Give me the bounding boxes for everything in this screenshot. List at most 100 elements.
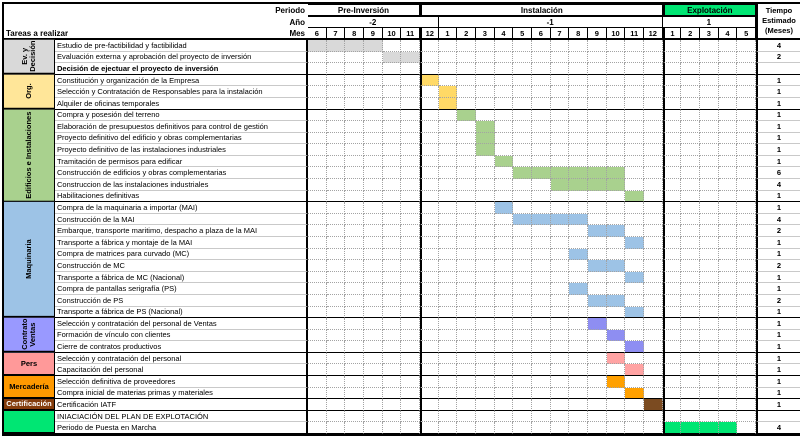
gantt-cell[interactable] <box>550 318 570 330</box>
gantt-cell[interactable] <box>438 121 458 133</box>
gantt-cell[interactable] <box>662 236 682 249</box>
gantt-cell[interactable] <box>363 364 383 377</box>
gantt-cell[interactable] <box>587 179 607 191</box>
gantt-cell[interactable] <box>326 109 346 122</box>
gantt-cell[interactable] <box>531 271 551 284</box>
gantt-cell[interactable] <box>382 318 402 330</box>
gantt-cell[interactable] <box>419 144 439 156</box>
gantt-cell[interactable] <box>326 132 346 145</box>
tiempo-cell[interactable]: 1 <box>755 364 800 377</box>
gantt-cell[interactable] <box>550 86 570 98</box>
gantt-cell[interactable] <box>438 399 458 411</box>
gantt-cell[interactable] <box>401 74 420 87</box>
tiempo-cell[interactable]: 1 <box>755 109 800 122</box>
gantt-cell[interactable] <box>308 132 327 145</box>
gantt-cell[interactable] <box>625 422 644 434</box>
gantt-cell[interactable] <box>419 155 439 168</box>
gantt-cell[interactable] <box>587 364 607 377</box>
gantt-cell[interactable] <box>569 190 588 203</box>
gantt-cell[interactable] <box>475 364 495 377</box>
gantt-cell[interactable] <box>625 213 644 226</box>
gantt-cell[interactable] <box>419 329 439 342</box>
gantt-cell[interactable] <box>345 248 364 261</box>
gantt-cell[interactable] <box>326 410 346 423</box>
gantt-cell[interactable] <box>643 260 663 272</box>
gantt-cell[interactable] <box>401 190 420 203</box>
gantt-cell[interactable] <box>681 260 700 272</box>
gantt-cell[interactable] <box>681 248 700 261</box>
gantt-cell[interactable] <box>513 97 532 110</box>
gantt-cell[interactable] <box>308 294 327 307</box>
gantt-cell[interactable] <box>326 306 346 319</box>
gantt-cell[interactable] <box>326 341 346 353</box>
gantt-cell[interactable] <box>681 155 700 168</box>
gantt-cell[interactable] <box>718 236 738 249</box>
gantt-cell[interactable] <box>531 318 551 330</box>
gantt-cell[interactable] <box>457 410 476 423</box>
gantt-cell[interactable] <box>587 260 607 272</box>
gantt-cell[interactable] <box>718 283 738 295</box>
tiempo-cell[interactable]: 4 <box>755 40 800 52</box>
gantt-cell[interactable] <box>531 225 551 237</box>
gantt-cell[interactable] <box>662 179 682 191</box>
gantt-cell[interactable] <box>643 341 663 353</box>
gantt-cell[interactable] <box>308 260 327 272</box>
gantt-cell[interactable] <box>699 422 719 434</box>
gantt-cell[interactable] <box>681 364 700 377</box>
gantt-cell[interactable] <box>606 260 626 272</box>
gantt-cell[interactable] <box>550 167 570 180</box>
gantt-cell[interactable] <box>475 86 495 98</box>
gantt-cell[interactable] <box>625 179 644 191</box>
gantt-cell[interactable] <box>718 294 738 307</box>
gantt-cell[interactable] <box>382 202 402 214</box>
gantt-cell[interactable] <box>382 387 402 400</box>
gantt-cell[interactable] <box>737 155 756 168</box>
gantt-cell[interactable] <box>475 190 495 203</box>
gantt-cell[interactable] <box>457 109 476 122</box>
gantt-cell[interactable] <box>625 167 644 180</box>
gantt-cell[interactable] <box>308 225 327 237</box>
gantt-cell[interactable] <box>326 283 346 295</box>
gantt-cell[interactable] <box>625 294 644 307</box>
gantt-cell[interactable] <box>550 352 570 365</box>
gantt-cell[interactable] <box>718 121 738 133</box>
gantt-cell[interactable] <box>587 271 607 284</box>
gantt-cell[interactable] <box>513 306 532 319</box>
gantt-cell[interactable] <box>513 51 532 64</box>
gantt-cell[interactable] <box>401 109 420 122</box>
gantt-cell[interactable] <box>419 51 439 64</box>
gantt-cell[interactable] <box>625 283 644 295</box>
gantt-cell[interactable] <box>494 352 514 365</box>
gantt-cell[interactable] <box>718 271 738 284</box>
gantt-cell[interactable] <box>531 422 551 434</box>
gantt-cell[interactable] <box>587 410 607 423</box>
gantt-cell[interactable] <box>326 260 346 272</box>
gantt-cell[interactable] <box>326 144 346 156</box>
gantt-cell[interactable] <box>345 294 364 307</box>
gantt-cell[interactable] <box>494 51 514 64</box>
gantt-cell[interactable] <box>494 97 514 110</box>
gantt-cell[interactable] <box>475 410 495 423</box>
gantt-cell[interactable] <box>699 155 719 168</box>
gantt-cell[interactable] <box>457 341 476 353</box>
gantt-cell[interactable] <box>475 213 495 226</box>
gantt-cell[interactable] <box>345 144 364 156</box>
gantt-cell[interactable] <box>438 260 458 272</box>
gantt-cell[interactable] <box>438 294 458 307</box>
gantt-cell[interactable] <box>438 155 458 168</box>
gantt-cell[interactable] <box>662 376 682 388</box>
gantt-cell[interactable] <box>681 109 700 122</box>
gantt-cell[interactable] <box>569 167 588 180</box>
gantt-cell[interactable] <box>382 179 402 191</box>
gantt-cell[interactable] <box>513 399 532 411</box>
gantt-cell[interactable] <box>382 306 402 319</box>
gantt-cell[interactable] <box>308 306 327 319</box>
gantt-cell[interactable] <box>438 167 458 180</box>
tiempo-cell[interactable]: 6 <box>755 167 800 180</box>
gantt-cell[interactable] <box>308 387 327 400</box>
gantt-cell[interactable] <box>737 97 756 110</box>
gantt-cell[interactable] <box>475 260 495 272</box>
gantt-cell[interactable] <box>401 271 420 284</box>
gantt-cell[interactable] <box>550 225 570 237</box>
gantt-cell[interactable] <box>737 260 756 272</box>
